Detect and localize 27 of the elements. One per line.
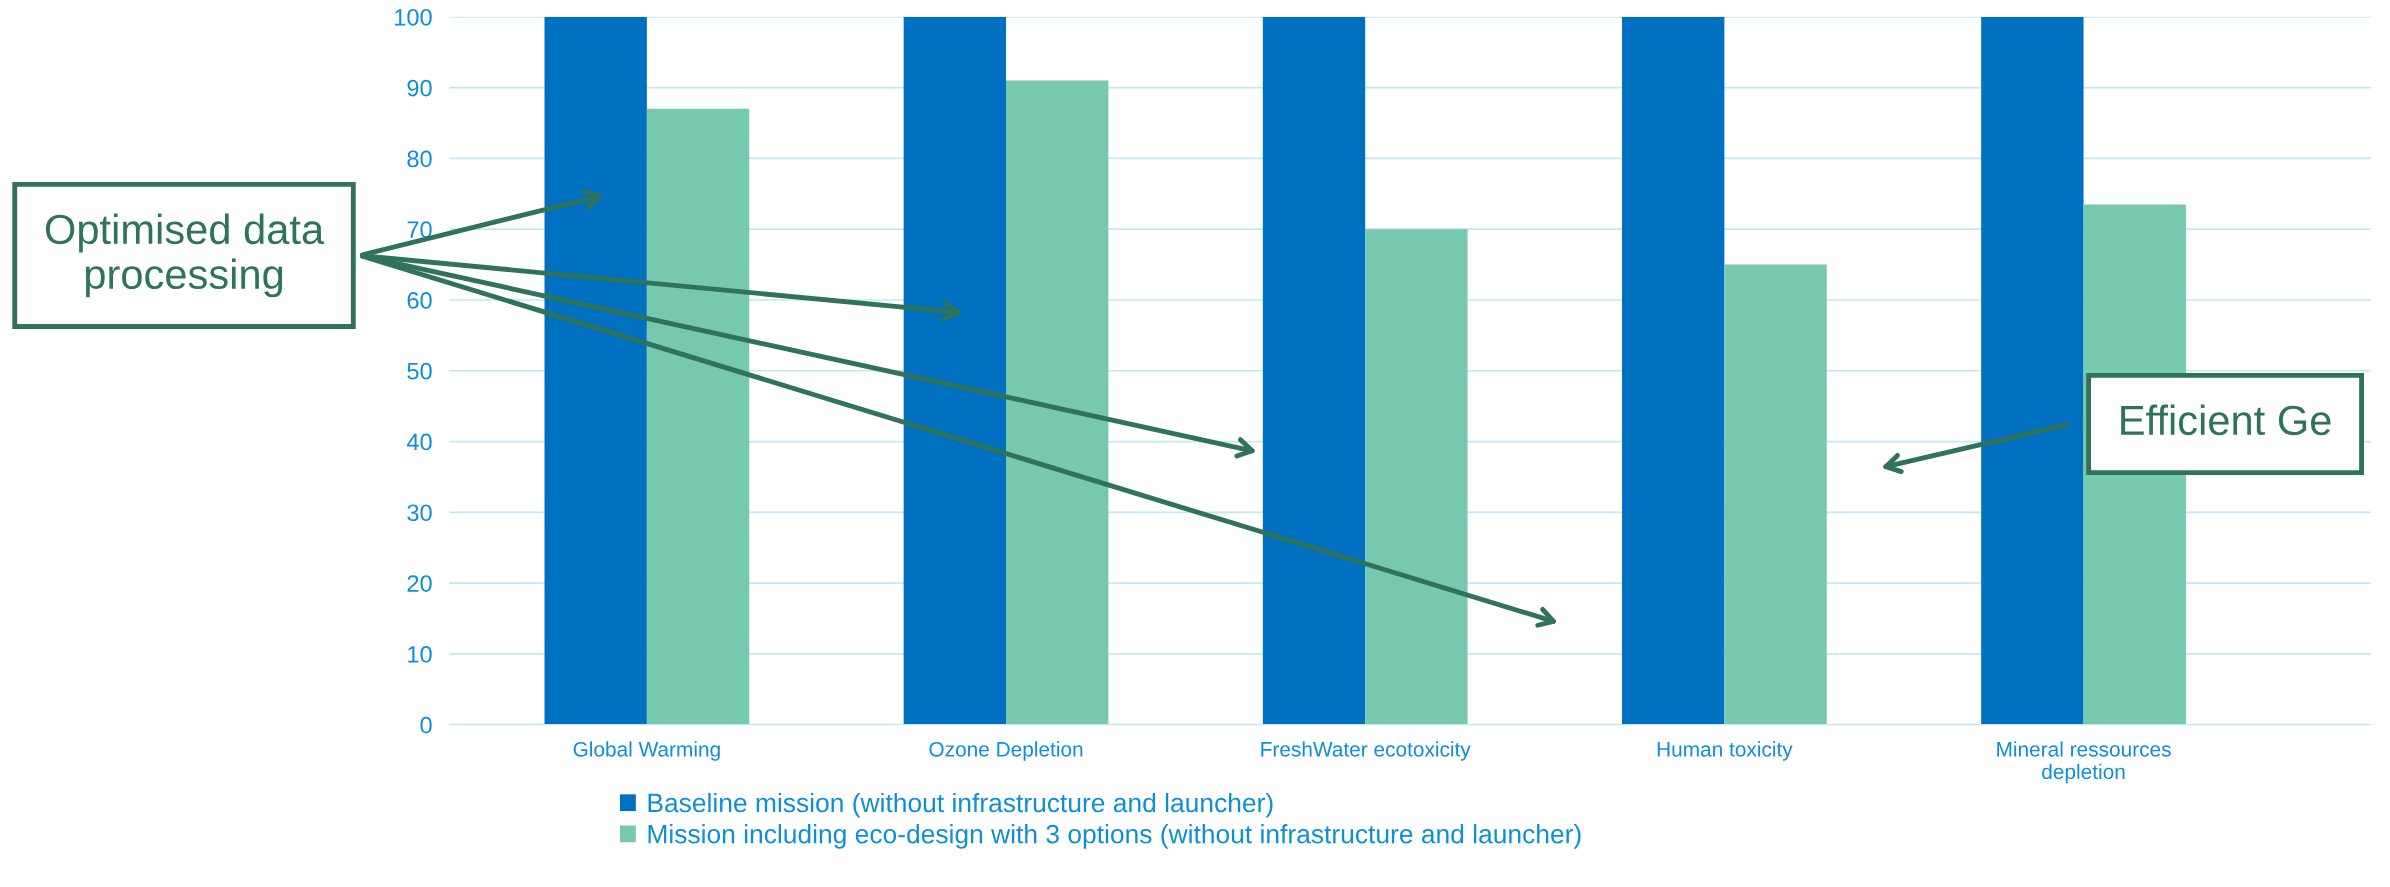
y-tick-label: 10: [408, 645, 432, 663]
bar: [903, 16, 1007, 725]
legend-label: Baseline mission (without infrastructure and launcher): [648, 792, 1273, 818]
y-tick-label: 90: [407, 79, 432, 97]
x-tick-label: FreshWater ecotoxicity: [1261, 741, 1471, 761]
x-tick-label: Human toxicity: [1657, 741, 1793, 761]
y-tick-label: 0: [420, 716, 432, 734]
y-tick-label: 50: [407, 362, 432, 380]
y-tick-label: 20: [407, 575, 432, 592]
bar: [1622, 16, 1725, 725]
bar: [646, 108, 750, 725]
bar: [1262, 16, 1366, 725]
x-tick-label: Ozone Depletion: [929, 741, 1083, 761]
x-tick-label: Global Warming: [573, 741, 720, 761]
bar: [1365, 229, 1468, 725]
x-tick-label: Mineral ressources depletion: [1997, 741, 2171, 784]
text: Optimised data processing: [45, 213, 325, 298]
legend-label: Mission including eco-design with 3 options (without infrastructure and launcher): [648, 824, 1581, 849]
bar: [1724, 264, 1827, 725]
y-tick-label: 100: [395, 8, 432, 26]
annotation: Efficient Ge: [2121, 404, 2331, 436]
y-tick-label: 30: [407, 504, 432, 522]
y-tick-label: 80: [407, 150, 432, 168]
y-tick-label: 60: [407, 292, 432, 309]
y-tick-label: 40: [406, 433, 432, 451]
y-tick-label: 70: [407, 221, 432, 238]
bar: [1006, 80, 1109, 725]
